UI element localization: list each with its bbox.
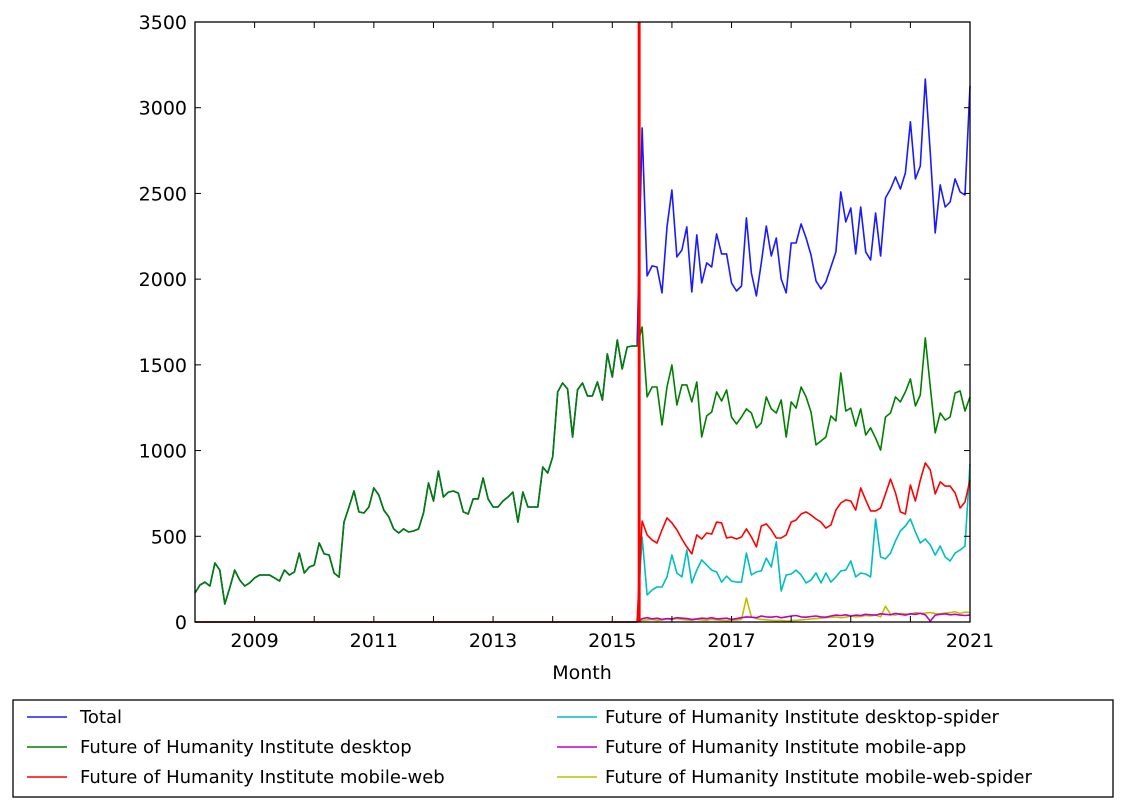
series-line-future-of-humanity-institute-mobile-web-spider — [195, 597, 971, 623]
legend: Total Future of Humanity Institute deskt… — [12, 699, 1114, 798]
y-tick-label: 2000 — [139, 269, 187, 291]
legend-label-desktop-spider: Future of Humanity Institute desktop-spi… — [605, 707, 1000, 728]
x-tick-label: 2017 — [707, 630, 755, 652]
series-line-future-of-humanity-institute-mobile-web — [195, 462, 971, 623]
series-line-future-of-humanity-institute-desktop-spider — [195, 463, 971, 623]
plot-frame — [194, 21, 971, 623]
x-axis-label: Month — [552, 662, 612, 684]
legend-frame — [12, 699, 1114, 798]
legend-label-desktop: Future of Humanity Institute desktop — [80, 737, 412, 758]
x-tick-label: 2011 — [350, 630, 398, 652]
x-tick-label: 2015 — [588, 630, 636, 652]
y-tick-label: 2500 — [139, 183, 187, 205]
y-tick-label: 3500 — [139, 12, 187, 34]
y-tick-label: 3000 — [139, 98, 187, 120]
y-tick-label: 1000 — [139, 441, 187, 463]
axes-layer: 0 500 1000 1500 2000 2500 3000 3500 2009 2011 2013… — [139, 12, 995, 652]
x-tick-label: 2009 — [230, 630, 278, 652]
series-line-future-of-humanity-institute-desktop — [194, 326, 971, 605]
y-tick-label: 500 — [151, 526, 187, 548]
legend-label-total: Total — [79, 707, 122, 728]
legend-label-mobile-app: Future of Humanity Institute mobile-app — [605, 737, 966, 758]
x-tick-label: 2013 — [469, 630, 517, 652]
series-line-total — [194, 78, 971, 605]
y-tick-label: 0 — [175, 612, 187, 634]
x-tick-label: 2019 — [827, 630, 875, 652]
legend-label-mobile-web: Future of Humanity Institute mobile-web — [80, 767, 445, 788]
series-layer — [194, 22, 971, 623]
legend-label-mobile-web-spider: Future of Humanity Institute mobile-web-… — [605, 767, 1033, 788]
x-tick-label: 2021 — [946, 630, 994, 652]
series-line-future-of-humanity-institute-mobile-app — [195, 612, 971, 623]
y-tick-label: 1500 — [139, 355, 187, 377]
